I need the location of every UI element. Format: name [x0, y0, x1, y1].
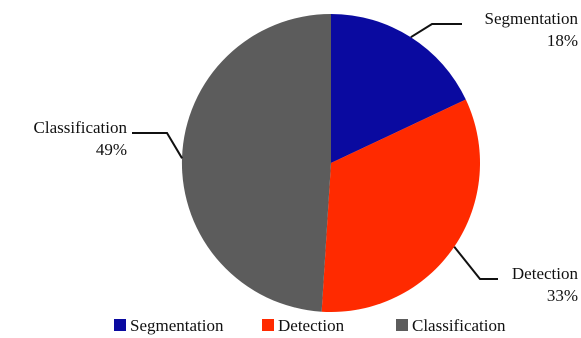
slice-value-segmentation: 18% — [547, 31, 578, 50]
legend-label-segmentation: Segmentation — [130, 316, 224, 335]
slice-labels: Segmentation 18% Detection 33% Classificatio… — [34, 9, 579, 305]
slice-label-segmentation: Segmentation — [485, 9, 579, 28]
slice-label-classification: Classification — [34, 118, 128, 137]
legend-swatch-segmentation — [114, 319, 126, 331]
legend-swatch-detection — [262, 319, 274, 331]
pie-slices — [181, 13, 481, 313]
legend-label-detection: Detection — [278, 316, 345, 335]
legend-swatch-classification — [396, 319, 408, 331]
slice-label-detection: Detection — [512, 264, 579, 283]
legend-label-classification: Classification — [412, 316, 506, 335]
leader-line-segmentation — [410, 23, 462, 39]
slice-value-detection: 33% — [547, 286, 578, 305]
leader-line-detection — [453, 246, 498, 280]
pie-slice-segmentation — [331, 14, 466, 163]
pie-slice-classification — [181, 13, 331, 312]
legend: Segmentation Detection Classification — [114, 316, 506, 335]
slice-value-classification: 49% — [96, 140, 127, 159]
leader-line-classification — [132, 132, 183, 159]
leader-lines — [132, 23, 498, 280]
pie-slice-detection — [321, 99, 481, 313]
